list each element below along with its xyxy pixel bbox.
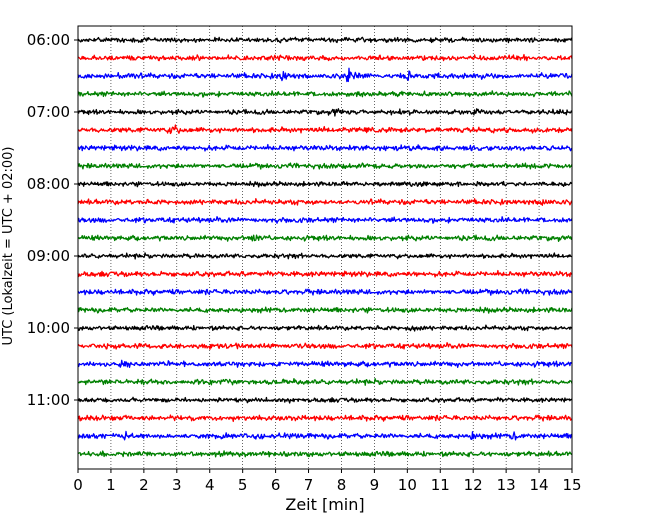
y-tick-label: 06:00	[27, 31, 70, 49]
trace-22	[77, 430, 573, 441]
x-tick-label: 1	[106, 476, 116, 494]
trace-19	[77, 377, 573, 386]
trace-11	[77, 234, 573, 243]
trace-18	[77, 359, 573, 369]
x-tick-label: 3	[172, 476, 182, 494]
trace-6	[77, 143, 573, 152]
y-tick-label: 09:00	[27, 247, 70, 265]
trace-10	[77, 216, 573, 224]
trace-layer	[77, 36, 573, 458]
grid-layer	[110, 26, 540, 469]
x-axis-ticks: 0 1 2 3 4 5 6 7 8 9 10 11 12 13 14 15	[73, 469, 582, 494]
y-tick-label: 11:00	[27, 391, 70, 409]
x-tick-label: 7	[304, 476, 314, 494]
x-tick-label: 8	[337, 476, 347, 494]
trace-4	[77, 108, 573, 117]
trace-12	[77, 252, 573, 260]
x-tick-label: 9	[370, 476, 380, 494]
y-tick-label: 10:00	[27, 319, 70, 337]
trace-23	[77, 450, 573, 458]
y-tick-label: 07:00	[27, 103, 70, 121]
trace-17	[77, 342, 573, 350]
trace-5	[77, 124, 573, 135]
x-tick-label: 12	[464, 476, 483, 494]
plot-frame	[77, 25, 573, 470]
trace-9	[77, 198, 573, 206]
trace-14	[77, 288, 573, 296]
x-tick-label: 0	[73, 476, 83, 494]
x-tick-label: 10	[398, 476, 417, 494]
trace-2	[77, 67, 573, 83]
trace-1	[77, 53, 573, 62]
x-tick-label: 6	[271, 476, 281, 494]
trace-7	[77, 162, 573, 170]
trace-16	[77, 324, 573, 332]
x-tick-label: 4	[205, 476, 215, 494]
trace-20	[77, 396, 573, 404]
x-tick-label: 2	[139, 476, 149, 494]
x-tick-label: 5	[238, 476, 248, 494]
x-tick-label: 15	[562, 476, 581, 494]
y-tick-label: 08:00	[27, 175, 70, 193]
trace-21	[77, 414, 573, 423]
x-tick-label: 14	[530, 476, 549, 494]
y-axis-ticks: 06:00 07:00 08:00 09:00 10:00 11:00	[27, 31, 78, 409]
y-axis-label: UTC (Lokalzeit = UTC + 02:00)	[1, 147, 16, 346]
x-tick-label: 11	[431, 476, 450, 494]
trace-3	[77, 90, 573, 98]
x-tick-label: 13	[497, 476, 516, 494]
trace-0	[77, 36, 573, 44]
trace-8	[77, 180, 573, 188]
trace-15	[77, 306, 573, 314]
trace-13	[77, 269, 573, 278]
x-axis-label: Zeit [min]	[285, 495, 364, 514]
